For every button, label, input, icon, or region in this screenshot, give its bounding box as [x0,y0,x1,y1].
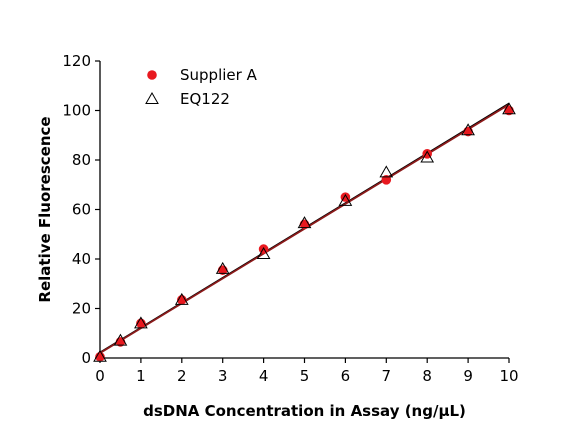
y-tick-label: 120 [62,52,91,70]
y-tick-label: 80 [72,151,91,169]
x-tick-label: 2 [177,367,187,385]
x-axis-title: dsDNA Concentration in Assay (ng/µL) [143,402,466,420]
y-tick-label: 0 [81,349,91,367]
x-tick-label: 8 [422,367,432,385]
data-points [93,102,516,362]
legend-label: Supplier A [180,66,258,84]
legend-marker [147,70,157,80]
series-2 [93,102,516,362]
data-point [297,216,312,229]
x-tick-label: 1 [136,367,146,385]
y-tick-label: 40 [72,250,91,268]
data-point [258,244,269,254]
data-point [134,316,148,329]
data-point [420,150,435,163]
x-tick-label: 9 [463,367,473,385]
x-tick-label: 5 [300,367,310,385]
legend-marker [145,91,159,104]
x-tick-label: 0 [95,367,105,385]
y-tick-label: 100 [62,102,91,120]
y-axis-title: Relative Fluorescence [36,116,54,302]
x-tick-label: 3 [218,367,228,385]
x-tick-label: 7 [382,367,392,385]
data-point [379,165,394,178]
data-point [461,123,475,136]
y-tick-label: 60 [72,201,91,219]
x-tick-label: 10 [499,367,518,385]
data-point [256,247,271,260]
data-point [502,102,516,115]
y-tick-label: 20 [72,300,91,318]
data-point [93,349,107,362]
data-point [215,261,230,274]
legend-label: EQ122 [180,90,230,108]
data-point [338,193,353,206]
x-tick-label: 4 [259,367,269,385]
x-tick-label: 6 [341,367,351,385]
data-point [113,333,128,346]
data-point [174,292,189,305]
data-point [381,175,392,185]
legend: Supplier A EQ122 [145,66,258,108]
series-1 [95,105,514,362]
